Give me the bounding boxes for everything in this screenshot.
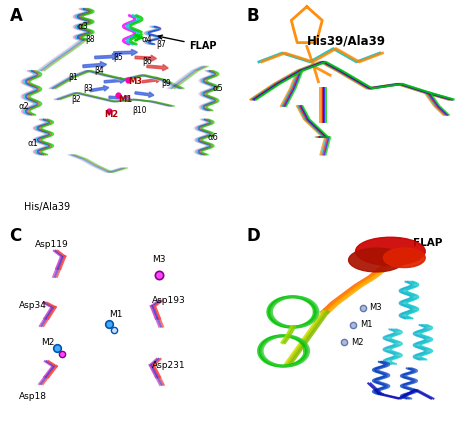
Text: β6: β6 [142, 57, 152, 66]
Text: β10: β10 [133, 106, 147, 115]
Text: α6: α6 [208, 133, 219, 141]
Text: M1: M1 [118, 95, 133, 104]
Text: B: B [246, 7, 259, 25]
Text: α1: α1 [28, 139, 38, 148]
FancyArrow shape [95, 53, 118, 60]
FancyArrow shape [135, 92, 154, 97]
Text: His/Ala39: His/Ala39 [24, 202, 71, 212]
Text: M1: M1 [109, 310, 122, 319]
Text: α5: α5 [213, 84, 223, 93]
FancyArrow shape [109, 95, 130, 101]
Text: β3: β3 [83, 84, 92, 93]
Text: α2: α2 [18, 102, 29, 110]
Ellipse shape [348, 248, 404, 272]
Text: β7: β7 [156, 40, 166, 49]
Text: FLAP: FLAP [413, 238, 442, 248]
Ellipse shape [383, 248, 425, 267]
FancyArrow shape [104, 78, 126, 83]
Text: D: D [246, 228, 260, 245]
Text: β8: β8 [85, 35, 95, 44]
Text: Asp34: Asp34 [19, 301, 47, 310]
FancyArrow shape [142, 77, 161, 83]
Text: M2: M2 [104, 110, 118, 119]
Text: M2: M2 [351, 338, 364, 347]
Text: α4: α4 [142, 35, 152, 44]
Text: C: C [9, 228, 22, 245]
Text: β1: β1 [69, 73, 78, 82]
Text: β2: β2 [71, 95, 81, 104]
FancyArrow shape [114, 50, 137, 56]
Text: M2: M2 [41, 338, 54, 347]
Text: Asp18: Asp18 [19, 392, 47, 400]
Text: M3: M3 [152, 255, 165, 264]
Text: M3: M3 [370, 303, 382, 312]
FancyArrow shape [83, 61, 107, 68]
Text: Asp231: Asp231 [152, 361, 185, 370]
Text: α3: α3 [78, 22, 88, 31]
Text: β4: β4 [95, 66, 104, 75]
Text: FLAP: FLAP [158, 35, 217, 51]
FancyArrow shape [147, 65, 168, 71]
Text: β5: β5 [114, 53, 123, 62]
Ellipse shape [356, 237, 425, 265]
Text: Asp119: Asp119 [35, 240, 69, 249]
Text: β9: β9 [161, 80, 171, 88]
Text: A: A [9, 7, 22, 25]
FancyArrow shape [90, 86, 109, 91]
Text: His39/Ala39: His39/Ala39 [307, 34, 386, 47]
Text: Asp193: Asp193 [152, 296, 185, 305]
Text: M1: M1 [360, 320, 373, 329]
Text: M3: M3 [128, 77, 142, 86]
FancyArrow shape [135, 55, 156, 61]
